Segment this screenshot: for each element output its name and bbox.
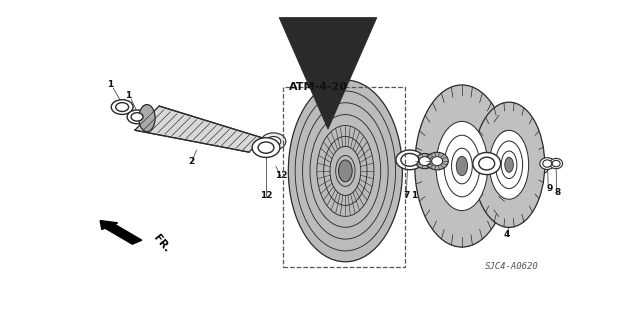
Ellipse shape bbox=[258, 142, 274, 153]
Ellipse shape bbox=[543, 160, 552, 167]
Ellipse shape bbox=[552, 160, 560, 167]
Ellipse shape bbox=[501, 151, 517, 179]
Ellipse shape bbox=[505, 157, 513, 172]
Ellipse shape bbox=[116, 103, 129, 111]
Text: 6: 6 bbox=[533, 186, 540, 195]
Text: 1: 1 bbox=[107, 80, 113, 89]
Text: 12: 12 bbox=[275, 171, 287, 180]
Text: 8: 8 bbox=[554, 189, 561, 197]
Ellipse shape bbox=[288, 80, 403, 262]
FancyArrow shape bbox=[100, 220, 142, 244]
Ellipse shape bbox=[473, 152, 500, 174]
Text: 5: 5 bbox=[527, 183, 534, 193]
Text: 10: 10 bbox=[435, 196, 447, 205]
Ellipse shape bbox=[426, 152, 448, 170]
Ellipse shape bbox=[495, 141, 523, 189]
Ellipse shape bbox=[431, 157, 443, 166]
Text: 3: 3 bbox=[446, 218, 452, 227]
Text: 4: 4 bbox=[504, 230, 509, 239]
Ellipse shape bbox=[419, 157, 430, 166]
Text: 11: 11 bbox=[481, 203, 493, 212]
Ellipse shape bbox=[111, 100, 133, 115]
Ellipse shape bbox=[490, 130, 529, 199]
Ellipse shape bbox=[415, 85, 509, 247]
Ellipse shape bbox=[550, 159, 563, 169]
Polygon shape bbox=[135, 106, 263, 152]
Ellipse shape bbox=[479, 157, 495, 170]
Ellipse shape bbox=[131, 113, 143, 121]
Text: FR.: FR. bbox=[152, 233, 172, 254]
Ellipse shape bbox=[261, 133, 286, 150]
Ellipse shape bbox=[266, 137, 281, 146]
Text: SJC4-A0620: SJC4-A0620 bbox=[484, 262, 538, 271]
Ellipse shape bbox=[127, 110, 147, 124]
Ellipse shape bbox=[339, 160, 352, 182]
Text: 9: 9 bbox=[546, 183, 552, 193]
Ellipse shape bbox=[252, 138, 280, 157]
Ellipse shape bbox=[436, 122, 488, 211]
Text: ATM-4-20: ATM-4-20 bbox=[289, 82, 348, 92]
Ellipse shape bbox=[415, 153, 434, 169]
Ellipse shape bbox=[452, 148, 472, 184]
Ellipse shape bbox=[456, 156, 468, 176]
Text: 5: 5 bbox=[518, 216, 525, 225]
Text: 12: 12 bbox=[260, 191, 272, 200]
Text: 2: 2 bbox=[188, 157, 195, 166]
Text: 11: 11 bbox=[411, 191, 424, 200]
Text: 7: 7 bbox=[403, 191, 410, 200]
Text: 1: 1 bbox=[125, 92, 131, 100]
Ellipse shape bbox=[540, 158, 555, 169]
Ellipse shape bbox=[401, 153, 419, 166]
Ellipse shape bbox=[444, 135, 480, 197]
Ellipse shape bbox=[396, 150, 424, 170]
Ellipse shape bbox=[474, 102, 545, 227]
Ellipse shape bbox=[139, 105, 155, 132]
